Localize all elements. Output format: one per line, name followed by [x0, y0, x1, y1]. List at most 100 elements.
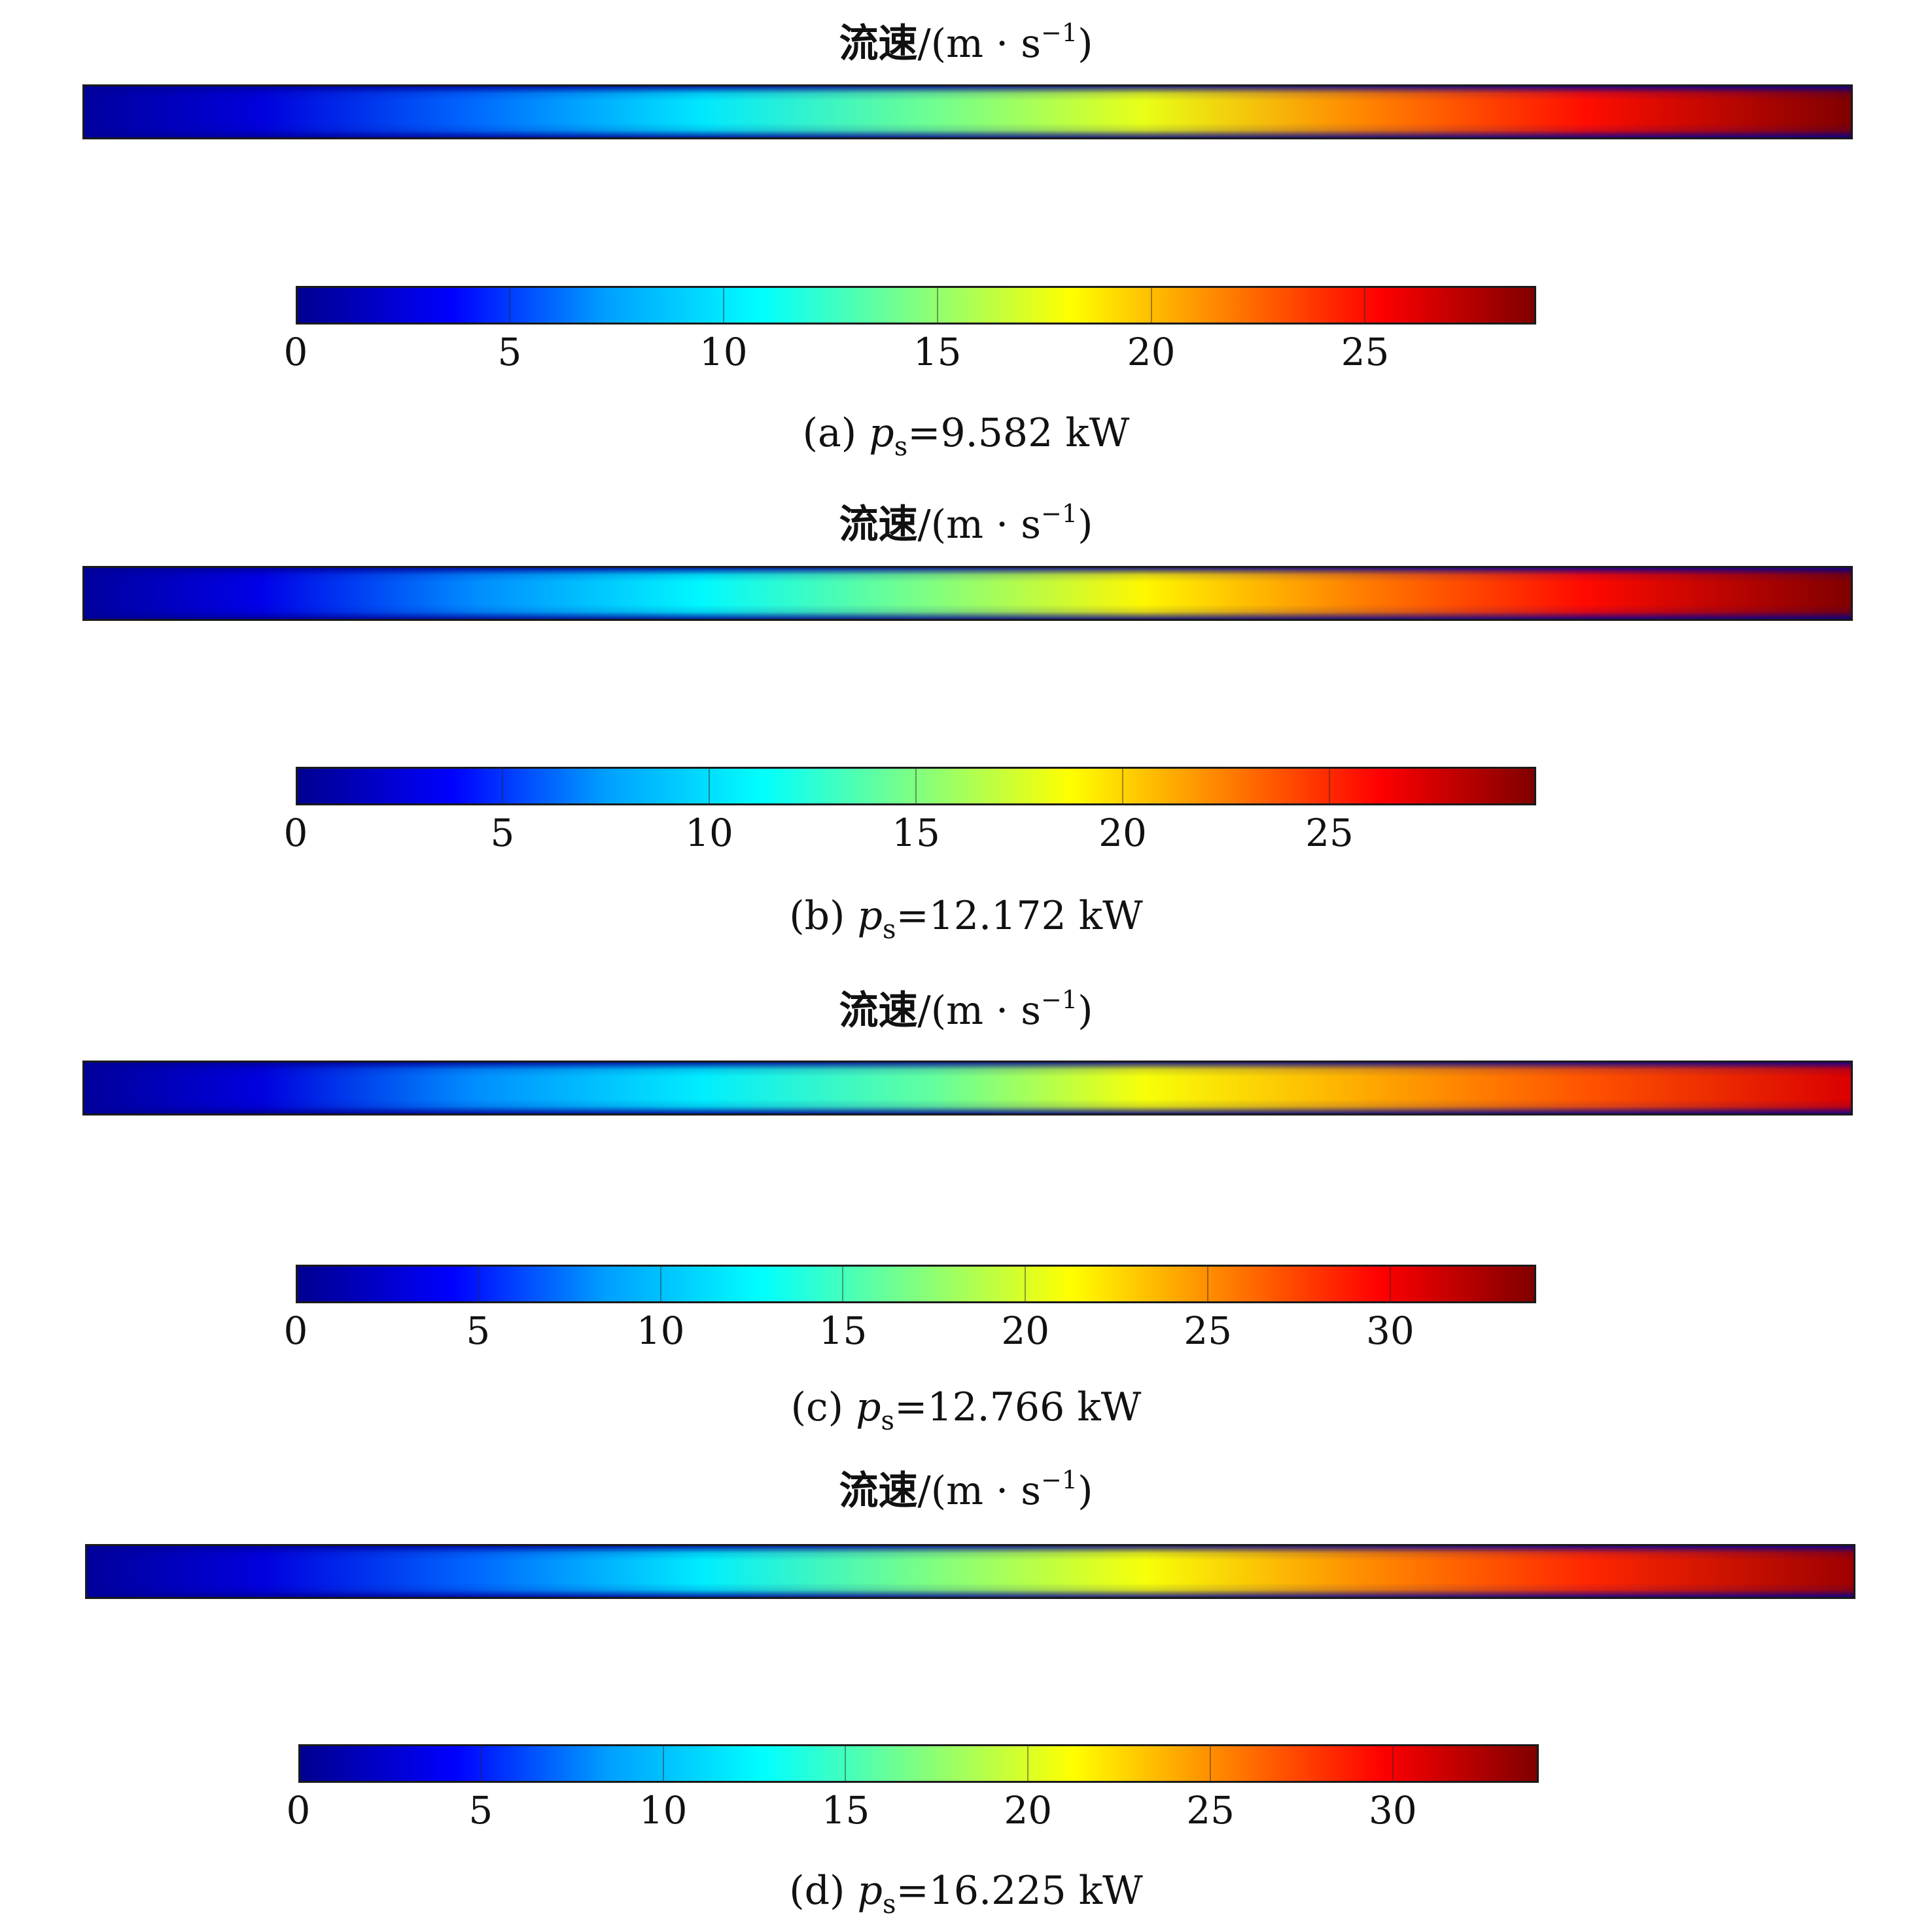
colorbar-tick-mark	[1025, 1265, 1027, 1303]
colorbar-tick-label: 10	[636, 1308, 685, 1353]
colorbar-tick-mark	[1329, 767, 1330, 805]
colorbar-tick-mark	[709, 767, 710, 805]
colorbar-tick-label: 10	[699, 330, 748, 374]
panel-c: 流速/(m · s−1) 0 5 10 15 20 25 30 (c) ps=12.766 …	[0, 966, 1932, 1449]
panel-title: 流速/(m · s−1)	[0, 499, 1932, 548]
caption-value: =16.225 kW	[896, 1868, 1143, 1914]
colorbar-tick-label: 10	[639, 1788, 688, 1833]
colorbar-tick-label: 25	[1186, 1788, 1235, 1833]
colorbar-tick-mark	[915, 767, 917, 805]
caption-label: (d)	[789, 1868, 845, 1914]
caption-subscript: s	[894, 432, 908, 462]
title-unit: /(m · s	[917, 988, 1042, 1034]
colorbar-tick-label: 30	[1366, 1308, 1414, 1353]
velocity-field	[85, 1544, 1855, 1599]
panel-title: 流速/(m · s−1)	[0, 1466, 1932, 1514]
title-close: )	[1078, 502, 1093, 548]
title-unit: /(m · s	[917, 502, 1042, 548]
caption-symbol: p	[856, 1384, 881, 1430]
caption-label: (a)	[802, 410, 857, 456]
title-cn: 流速	[839, 988, 918, 1034]
caption-label: (b)	[789, 893, 845, 939]
colorbar-tick-mark	[502, 767, 503, 805]
caption-value: =9.582 kW	[907, 410, 1130, 456]
colorbar-tick-label: 30	[1369, 1788, 1417, 1833]
caption-symbol: p	[869, 410, 894, 456]
colorbar-tick-label: 25	[1184, 1308, 1233, 1353]
colorbar-tick-mark	[1210, 1744, 1212, 1783]
caption-symbol: p	[857, 1868, 883, 1914]
panel-b: 流速/(m · s−1) 0 5 10 15 20 25 (b) ps=12.172 kW	[0, 483, 1932, 966]
velocity-field-boundary-layer	[87, 1546, 1853, 1597]
velocity-field-boundary-layer	[84, 86, 1851, 137]
colorbar-tick-label: 25	[1341, 330, 1390, 374]
title-unit: /(m · s	[917, 1468, 1042, 1514]
velocity-field-boundary-layer	[84, 568, 1851, 619]
title-close: )	[1078, 1468, 1093, 1514]
colorbar-tick-mark	[1364, 286, 1366, 325]
panel-a: 流速/(m · s−1) 0 5 10 15 20 25 (a) ps=9.582 kW	[0, 0, 1932, 483]
colorbar-tick-label: 0	[283, 1308, 308, 1353]
caption-symbol: p	[857, 893, 883, 939]
colorbar-tick-label: 0	[286, 1788, 311, 1833]
colorbar-tick-label: 15	[821, 1788, 870, 1833]
title-exp: −1	[1041, 499, 1078, 528]
title-exp: −1	[1041, 985, 1078, 1014]
colorbar-tick-label: 0	[283, 330, 308, 374]
colorbar-tick-label: 20	[1004, 1788, 1053, 1833]
colorbar-tick-label: 15	[892, 811, 940, 855]
title-unit: /(m · s	[917, 21, 1042, 67]
title-exp: −1	[1041, 18, 1078, 47]
colorbar-tick-mark	[845, 1744, 847, 1783]
title-cn: 流速	[839, 502, 918, 548]
colorbar-tick-mark	[1207, 1265, 1209, 1303]
velocity-field	[82, 84, 1853, 139]
colorbar-tick-mark	[480, 1744, 482, 1783]
colorbar-tick-mark	[1150, 286, 1152, 325]
colorbar-tick-label: 10	[685, 811, 733, 855]
colorbar-tick-label: 5	[490, 811, 515, 855]
velocity-field	[82, 566, 1853, 621]
title-exp: −1	[1041, 1466, 1078, 1494]
colorbar-tick-mark	[1392, 1744, 1394, 1783]
colorbar-tick-mark	[659, 1265, 661, 1303]
caption-label: (c)	[790, 1384, 844, 1430]
colorbar	[296, 1265, 1536, 1303]
colorbar-tick-mark	[1122, 767, 1123, 805]
colorbar-tick-label: 5	[466, 1308, 491, 1353]
colorbar	[296, 767, 1536, 805]
colorbar-tick-label: 20	[1098, 811, 1147, 855]
colorbar-tick-mark	[1027, 1744, 1029, 1783]
velocity-field	[82, 1061, 1853, 1115]
colorbar-tick-label: 25	[1305, 811, 1354, 855]
panel-d: 流速/(m · s−1) 0 5 10 15 20 25 30 (d) ps=16.225 …	[0, 1449, 1932, 1931]
caption-subscript: s	[881, 1406, 895, 1436]
colorbar	[296, 286, 1536, 325]
colorbar-tick-label: 5	[468, 1788, 493, 1833]
colorbar	[298, 1744, 1539, 1783]
colorbar-tick-label: 20	[1001, 1308, 1050, 1353]
title-cn: 流速	[839, 1468, 918, 1514]
colorbar-tick-mark	[662, 1744, 664, 1783]
caption-subscript: s	[882, 1889, 896, 1920]
colorbar-tick-mark	[477, 1265, 479, 1303]
velocity-field-boundary-layer	[84, 1063, 1851, 1114]
caption-subscript: s	[882, 915, 896, 945]
panel-title: 流速/(m · s−1)	[0, 985, 1932, 1034]
colorbar-tick-label: 15	[913, 330, 962, 374]
colorbar-tick-label: 0	[283, 811, 308, 855]
colorbar-tick-mark	[508, 286, 510, 325]
title-close: )	[1078, 21, 1093, 67]
colorbar-tick-mark	[1389, 1265, 1391, 1303]
panel-caption: (a) ps=9.582 kW	[0, 410, 1932, 460]
panel-caption: (d) ps=16.225 kW	[0, 1868, 1932, 1918]
title-cn: 流速	[839, 21, 918, 67]
colorbar-tick-mark	[722, 286, 724, 325]
colorbar-tick-label: 20	[1127, 330, 1176, 374]
panel-title: 流速/(m · s−1)	[0, 18, 1932, 67]
colorbar-tick-mark	[842, 1265, 844, 1303]
colorbar-tick-mark	[936, 286, 938, 325]
caption-value: =12.766 kW	[894, 1384, 1142, 1430]
colorbar-tick-label: 15	[818, 1308, 868, 1353]
colorbar-tick-label: 5	[497, 330, 522, 374]
